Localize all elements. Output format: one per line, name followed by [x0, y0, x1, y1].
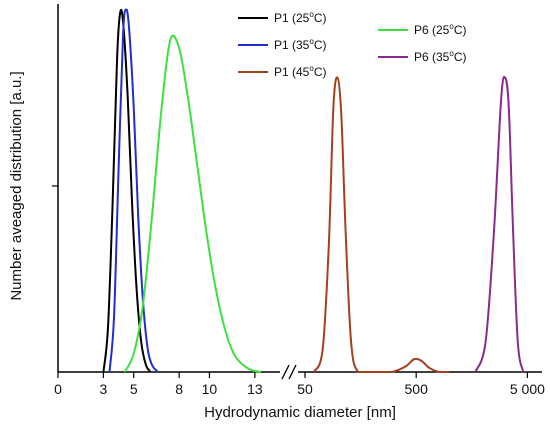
x-left-13-tick-label: 13 — [247, 381, 263, 397]
x-left-5-tick-label: 5 — [130, 381, 138, 397]
x-ticks: 0 3 5 8 10 13 50 500 5 000 — [54, 372, 545, 397]
x-right-50-tick-label: 50 — [297, 381, 313, 397]
legend-label-3: P1 (45oC) — [274, 64, 326, 79]
series-line-3 — [312, 76, 450, 373]
series-line-4 — [474, 75, 525, 373]
series-line-0 — [102, 8, 152, 373]
x-left-10-tick-label: 10 — [202, 381, 218, 397]
series-line-1 — [108, 8, 159, 373]
legend-label-2: P6 (25oC) — [414, 22, 466, 37]
x-left-0-tick-label: 0 — [54, 381, 62, 397]
x-axis-title: Hydrodynamic diameter [nm] — [204, 404, 396, 421]
series-line-2 — [123, 34, 262, 373]
x-right-500-tick-label: 500 — [405, 381, 429, 397]
axis-break-marks — [281, 364, 297, 380]
y-axis-title: Number aveaged distribution [a.u.] — [8, 71, 25, 300]
x-left-3-tick-label: 3 — [100, 381, 108, 397]
x-left-8-tick-label: 8 — [175, 381, 183, 397]
legend: P1 (25oC) P1 (35oC) P1 (45oC) P6 (25oC) P6 (… — [238, 10, 466, 79]
series-layer — [102, 8, 525, 373]
legend-label-4: P6 (35oC) — [414, 49, 466, 64]
x-right-5000-tick-label: 5 000 — [510, 381, 545, 397]
legend-label-1: P1 (35oC) — [274, 37, 326, 52]
legend-label-0: P1 (25oC) — [274, 10, 326, 25]
